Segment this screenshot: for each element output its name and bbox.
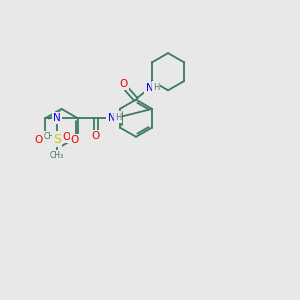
Text: CH₃: CH₃: [43, 132, 57, 141]
Text: N: N: [146, 83, 153, 93]
Text: O: O: [35, 135, 43, 145]
Text: O: O: [92, 131, 100, 141]
Text: O: O: [71, 135, 79, 145]
Text: S: S: [53, 133, 61, 146]
Text: CH₃: CH₃: [50, 151, 64, 160]
Text: O: O: [62, 132, 70, 142]
Text: H: H: [153, 82, 159, 91]
Text: N: N: [107, 113, 115, 123]
Text: H: H: [115, 112, 121, 122]
Text: N: N: [53, 113, 61, 123]
Text: O: O: [119, 79, 128, 89]
